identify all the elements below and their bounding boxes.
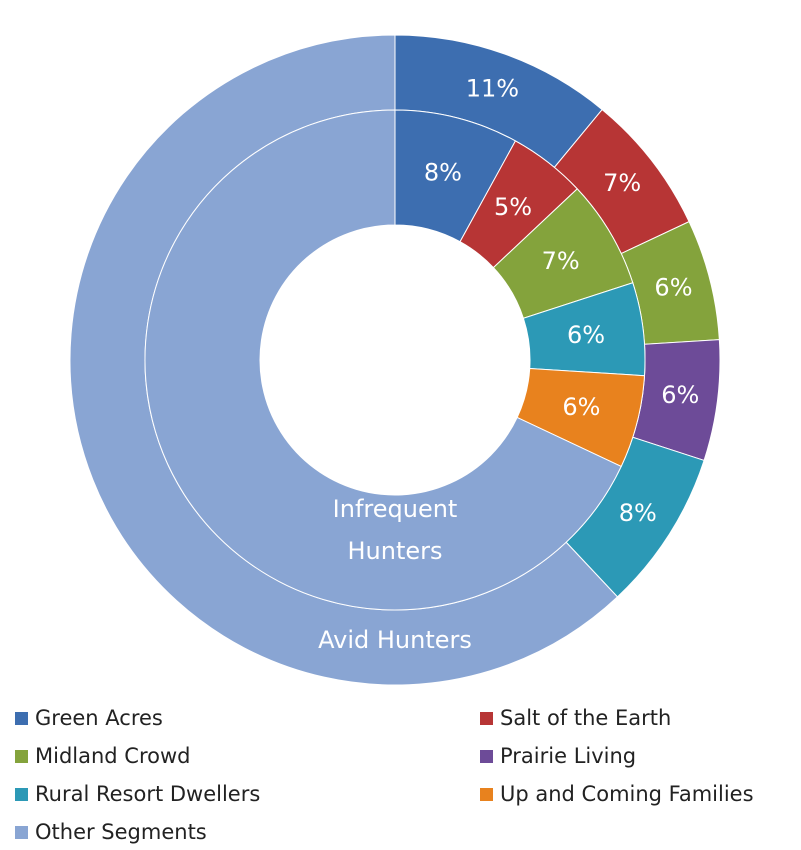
data-label: 6% xyxy=(562,393,600,421)
data-label: 7% xyxy=(603,169,641,197)
legend-swatch xyxy=(480,788,493,801)
legend-label: Rural Resort Dwellers xyxy=(35,782,260,806)
data-label: 8% xyxy=(424,159,462,187)
data-label: 8% xyxy=(619,499,657,527)
legend-swatch xyxy=(480,750,493,763)
data-label: 7% xyxy=(542,247,580,275)
legend-swatch xyxy=(15,826,28,839)
donut-segment xyxy=(144,109,622,611)
legend-swatch xyxy=(15,712,28,725)
legend-swatch xyxy=(480,712,493,725)
legend-label: Other Segments xyxy=(35,820,207,844)
data-label: 5% xyxy=(494,193,532,221)
legend-label: Green Acres xyxy=(35,706,163,730)
data-label: 6% xyxy=(661,381,699,409)
legend-swatch xyxy=(15,750,28,763)
legend-swatch xyxy=(15,788,28,801)
legend-label: Midland Crowd xyxy=(35,744,191,768)
data-label: 11% xyxy=(466,74,519,102)
legend-label: Prairie Living xyxy=(500,744,636,768)
ring-label: Avid Hunters xyxy=(318,626,472,654)
data-label: 6% xyxy=(567,321,605,349)
legend-label: Up and Coming Families xyxy=(500,782,754,806)
data-label: 6% xyxy=(654,274,692,302)
ring-label: Infrequent Hunters xyxy=(332,495,458,565)
legend-label: Salt of the Earth xyxy=(500,706,671,730)
